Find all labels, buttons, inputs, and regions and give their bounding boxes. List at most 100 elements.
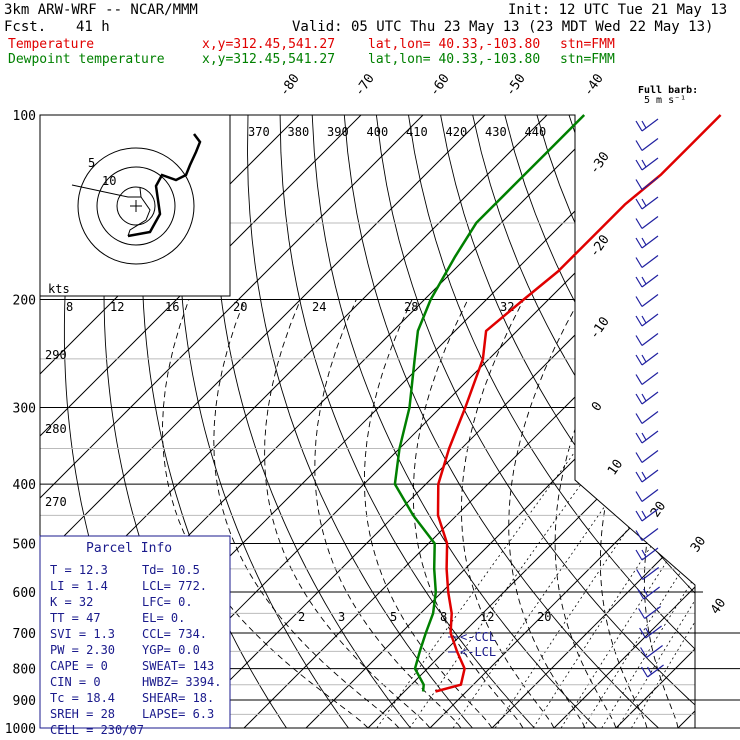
hodo-kts: kts [48, 282, 70, 296]
wind-barb-flag [635, 276, 643, 288]
temp-tick-label: -70 [352, 71, 378, 99]
parcel-cell-row: CELL = 230/07 [50, 723, 144, 737]
temp-tick-label: -20 [587, 232, 613, 260]
moist-adiabat [460, 299, 555, 728]
temp-tick-label: -40 [581, 71, 607, 99]
wind-barb [641, 489, 659, 502]
wind-barb-flag [647, 666, 653, 675]
moist-adiabat [264, 299, 431, 728]
mixing-ratio-line [409, 299, 695, 728]
wind-barb-flag [635, 140, 643, 151]
mixing-ratio-label-low: 5 [390, 610, 397, 624]
wind-barb-flag [635, 393, 643, 405]
wind-barb [641, 255, 659, 268]
isotherm [491, 115, 695, 728]
wind-barb [641, 313, 659, 327]
mixing-ratio-line [452, 299, 695, 728]
hodograph: 5 10 kts [39, 114, 231, 297]
wind-barb-flag [635, 257, 643, 268]
mixing-ratio-label: 12 [110, 300, 124, 314]
wind-barb-flag [637, 588, 645, 600]
parcel-right-row: CCL= 734. [142, 627, 207, 641]
mixing-ratio-label-low: 12 [480, 610, 494, 624]
wind-barb [641, 294, 659, 307]
parcel-left-row: Tc = 18.4 [50, 691, 115, 705]
mixing-ratio-label-low: 2 [298, 610, 305, 624]
wind-barb-flag [635, 510, 643, 522]
xy-dewpoint: x,y=312.45,541.27 [202, 52, 336, 67]
parcel-title: Parcel Info [86, 541, 172, 556]
temperature-profile [435, 114, 722, 693]
isotherm [305, 115, 695, 728]
isotherm [553, 115, 695, 728]
wind-barb-flag [635, 179, 643, 190]
valid-time: Valid: 05 UTC Thu 23 May 13 (23 MDT Wed … [292, 19, 714, 35]
wind-barb [646, 645, 663, 658]
wind-barb-flag [635, 374, 643, 385]
wind-barb [641, 216, 659, 229]
wind-barb-flag [641, 198, 647, 207]
wind-barb-flag [635, 471, 643, 483]
wind-barb-flag [635, 198, 643, 210]
temp-tick-label: 40 [708, 596, 729, 617]
parcel-left-row: SVI = 1.3 [50, 627, 115, 641]
level-marker-lcl: <-LCL [460, 645, 496, 659]
pressure-label-1000: 1000 [5, 722, 36, 737]
wind-barb [643, 586, 661, 600]
hodo-ring-5: 5 [88, 156, 95, 170]
theta-left-label: 280 [45, 422, 67, 436]
wind-barb [641, 196, 659, 210]
temp-tick-label: 0 [589, 399, 606, 414]
dry-adiabat [472, 115, 695, 728]
wind-barb-flag [641, 432, 647, 441]
dry-adiabat [664, 115, 695, 728]
wind-barb-flag [645, 627, 651, 636]
wind-barbs [635, 118, 664, 678]
dry-adiabat [408, 115, 695, 728]
temp-tick-label: -10 [587, 314, 613, 342]
wind-barb [641, 469, 659, 483]
parcel-left-row: CAPE = 0 [50, 659, 108, 673]
legend-temperature: Temperature [8, 37, 95, 52]
wind-barb-flag [635, 237, 643, 249]
mixing-ratio-label: 16 [165, 300, 179, 314]
wind-barb [641, 118, 659, 132]
wind-barb-flag [641, 159, 647, 168]
theta-label: 430 [485, 125, 507, 139]
mixing-ratio-line [532, 299, 695, 728]
pressure-label-700: 700 [13, 627, 36, 642]
isotherm [615, 115, 695, 728]
wind-barb [641, 235, 659, 249]
parcel-right-row: YGP= 0.0 [142, 643, 200, 657]
parcel-left-row: T = 12.3 [50, 563, 108, 577]
mixing-ratio-label-low: 3 [338, 610, 345, 624]
wind-barb [641, 138, 659, 151]
mixing-ratio-label-low: 8 [440, 610, 447, 624]
wind-barb-flag [635, 413, 643, 424]
pressure-label-200: 200 [13, 294, 36, 309]
temp-tick-label: -60 [427, 71, 453, 99]
wind-barb [642, 567, 660, 580]
wind-barb [644, 606, 661, 619]
wind-barb [641, 508, 659, 522]
temp-tick-label: -50 [503, 71, 529, 99]
mixing-ratio-line [617, 299, 695, 728]
wind-barb-flag [641, 666, 649, 678]
wind-barb-flag [641, 549, 647, 558]
wind-barb-flag [641, 237, 647, 246]
barb-key-line2: 5 m s⁻¹ [644, 95, 686, 106]
dewpoint-profile [393, 114, 586, 692]
model-title: 3km ARW-WRF -- NCAR/MMM [4, 2, 198, 18]
parcel-right-row: LAPSE= 6.3 [142, 707, 214, 721]
moist-adiabat [554, 299, 636, 728]
wind-barb-flag [640, 647, 648, 658]
wind-barb-flag [635, 315, 643, 327]
wind-barb-flag [638, 608, 646, 619]
mixing-ratio-line [631, 299, 695, 728]
wind-barb-flag [643, 588, 649, 597]
mixing-ratio-label-low: 20 [537, 610, 551, 624]
wind-barb [641, 450, 659, 463]
parcel-right-row: EL= 0. [142, 611, 185, 625]
dry-adiabat [247, 115, 473, 728]
